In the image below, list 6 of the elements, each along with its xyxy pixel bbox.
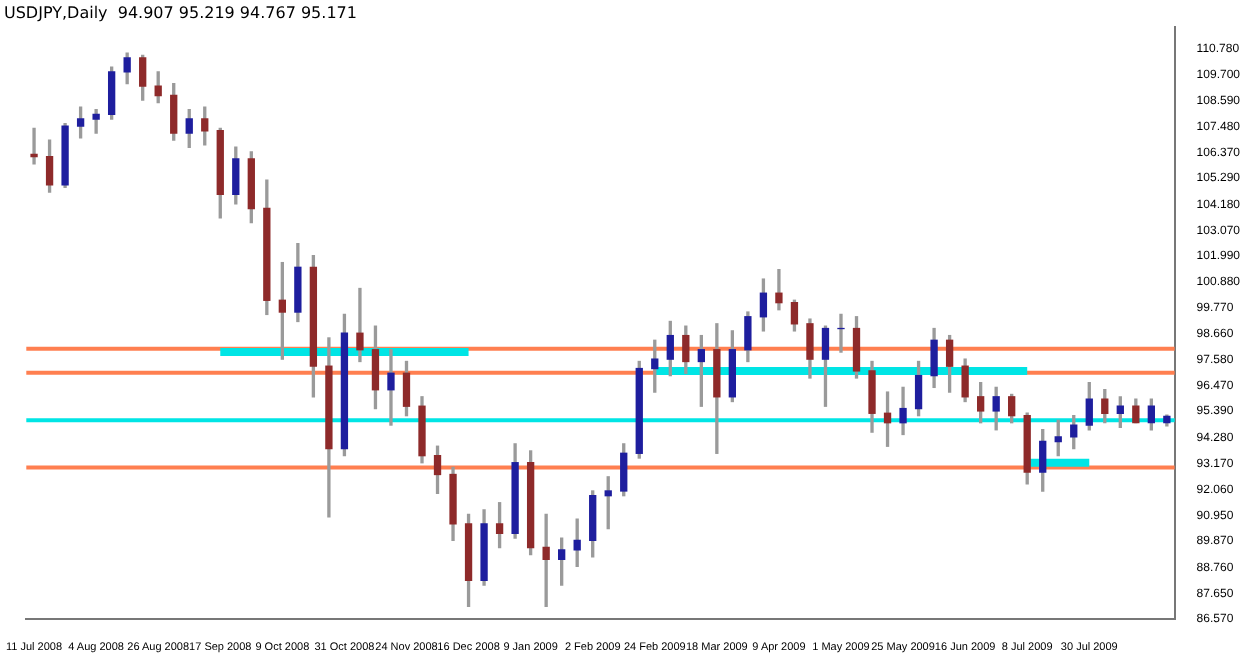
- candlestick: [92, 108, 100, 134]
- chart-title: USDJPY,Daily 94.907 95.219 94.767 95.171: [4, 3, 357, 22]
- candlestick: [356, 287, 364, 363]
- candlestick: [387, 349, 395, 426]
- candlestick: [542, 513, 550, 607]
- candlestick: [775, 269, 783, 311]
